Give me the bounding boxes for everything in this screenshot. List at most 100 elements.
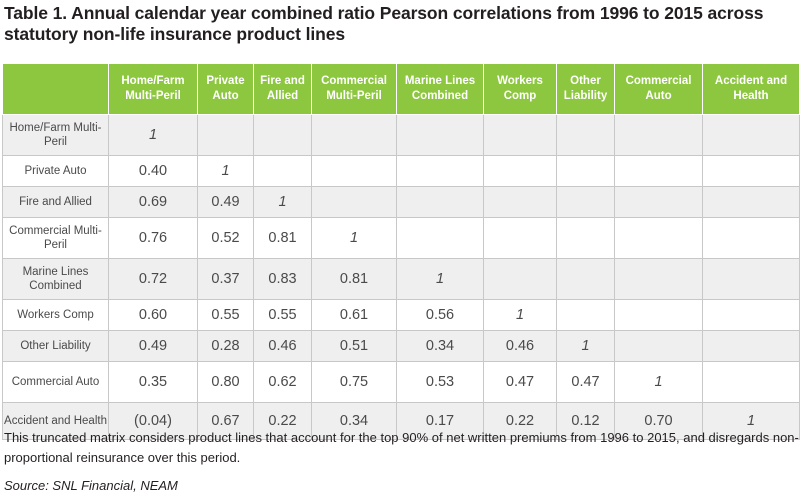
column-header: Fire and Allied (253, 63, 312, 115)
column-header: Commercial Multi-Peril (311, 63, 397, 115)
correlation-cell (396, 114, 484, 156)
correlation-cell: 0.47 (556, 361, 615, 403)
correlation-cell: 0.40 (108, 155, 198, 187)
correlation-cell (702, 155, 800, 187)
correlation-cell (702, 258, 800, 300)
table-row: Private Auto 0.40 1 (2, 155, 800, 187)
correlation-cell: 0.70 (614, 402, 703, 440)
correlation-cell: 0.52 (197, 217, 254, 259)
correlation-cell: 0.61 (311, 299, 397, 331)
correlation-cell: 0.49 (108, 330, 198, 362)
row-label: Fire and Allied (2, 186, 109, 218)
correlation-cell: 1 (311, 217, 397, 259)
correlation-cell: 0.80 (197, 361, 254, 403)
correlation-cell: 1 (556, 330, 615, 362)
correlation-cell (483, 155, 557, 187)
correlation-cell (483, 217, 557, 259)
correlation-cell: 0.46 (253, 330, 312, 362)
correlation-cell (702, 217, 800, 259)
correlation-cell: 0.56 (396, 299, 484, 331)
table-row: Accident and Health (0.04) 0.67 0.22 0.34 0.1… (2, 402, 800, 440)
correlation-matrix: Home/Farm Multi-Peril Private Auto Fire an… (2, 63, 800, 440)
correlation-cell: 0.69 (108, 186, 198, 218)
correlation-cell: 0.37 (197, 258, 254, 300)
correlation-cell (253, 155, 312, 187)
correlation-cell: 0.12 (556, 402, 615, 440)
source-note: Source: SNL Financial, NEAM (4, 478, 178, 493)
matrix-body: Home/Farm Multi-Peril 1 Private Auto 0.40 1 F… (2, 114, 800, 440)
correlation-cell (614, 114, 703, 156)
correlation-cell (311, 186, 397, 218)
correlation-cell: 0.34 (396, 330, 484, 362)
correlation-cell (614, 258, 703, 300)
corner-cell (2, 63, 109, 115)
correlation-cell (702, 361, 800, 403)
row-label: Other Liability (2, 330, 109, 362)
correlation-cell: 0.67 (197, 402, 254, 440)
column-header: Workers Comp (483, 63, 557, 115)
correlation-cell: 0.53 (396, 361, 484, 403)
correlation-cell (253, 114, 312, 156)
correlation-cell: 0.55 (253, 299, 312, 331)
correlation-cell (556, 155, 615, 187)
correlation-cell: 0.81 (253, 217, 312, 259)
correlation-cell: 0.81 (311, 258, 397, 300)
table-row: Marine Lines Combined 0.72 0.37 0.83 0.81 1 (2, 258, 800, 300)
correlation-cell: 1 (483, 299, 557, 331)
correlation-cell: 0.34 (311, 402, 397, 440)
correlation-cell (614, 299, 703, 331)
correlation-cell (396, 217, 484, 259)
correlation-cell: 1 (396, 258, 484, 300)
table-row: Commercial Auto 0.35 0.80 0.62 0.75 0.53 0.47 0… (2, 361, 800, 403)
correlation-cell (614, 186, 703, 218)
row-label: Workers Comp (2, 299, 109, 331)
table-row: Fire and Allied 0.69 0.49 1 (2, 186, 800, 218)
correlation-cell (556, 186, 615, 218)
correlation-cell: 1 (253, 186, 312, 218)
row-label: Home/Farm Multi-Peril (2, 114, 109, 156)
correlation-cell: 0.72 (108, 258, 198, 300)
correlation-cell: 1 (614, 361, 703, 403)
correlation-cell (702, 330, 800, 362)
correlation-cell (702, 299, 800, 331)
correlation-cell (614, 330, 703, 362)
column-header: Home/Farm Multi-Peril (108, 63, 198, 115)
correlation-cell: 0.55 (197, 299, 254, 331)
table-row: Other Liability 0.49 0.28 0.46 0.51 0.34 0.46 1 (2, 330, 800, 362)
footnote: This truncated matrix considers product … (4, 430, 799, 465)
correlation-cell: 0.62 (253, 361, 312, 403)
correlation-cell (614, 217, 703, 259)
correlation-cell (311, 114, 397, 156)
column-header: Commercial Auto (614, 63, 703, 115)
correlation-cell: 0.60 (108, 299, 198, 331)
correlation-cell (396, 155, 484, 187)
correlation-cell: 0.28 (197, 330, 254, 362)
column-header: Marine Lines Combined (396, 63, 484, 115)
correlation-cell: 1 (702, 402, 800, 440)
correlation-cell (702, 186, 800, 218)
table-row: Commercial Multi-Peril 0.76 0.52 0.81 1 (2, 217, 800, 259)
row-label: Marine Lines Combined (2, 258, 109, 300)
correlation-cell (396, 186, 484, 218)
column-header: Other Liability (556, 63, 615, 115)
correlation-cell (556, 114, 615, 156)
correlation-cell: 0.47 (483, 361, 557, 403)
correlation-cell: 0.51 (311, 330, 397, 362)
correlation-cell: 0.46 (483, 330, 557, 362)
table-row: Home/Farm Multi-Peril 1 (2, 114, 800, 156)
row-label: Accident and Health (2, 402, 109, 440)
correlation-cell: 0.35 (108, 361, 198, 403)
correlation-cell (483, 258, 557, 300)
correlation-cell: 1 (108, 114, 198, 156)
correlation-cell: 0.75 (311, 361, 397, 403)
correlation-cell (556, 299, 615, 331)
correlation-cell (556, 217, 615, 259)
column-header: Accident and Health (702, 63, 800, 115)
header-row: Home/Farm Multi-Peril Private Auto Fire an… (2, 63, 800, 115)
correlation-cell (311, 155, 397, 187)
correlation-cell: 0.76 (108, 217, 198, 259)
table-title: Table 1. Annual calendar year combined r… (4, 3, 764, 44)
correlation-cell: 0.83 (253, 258, 312, 300)
correlation-cell: 0.22 (483, 402, 557, 440)
correlation-cell (197, 114, 254, 156)
